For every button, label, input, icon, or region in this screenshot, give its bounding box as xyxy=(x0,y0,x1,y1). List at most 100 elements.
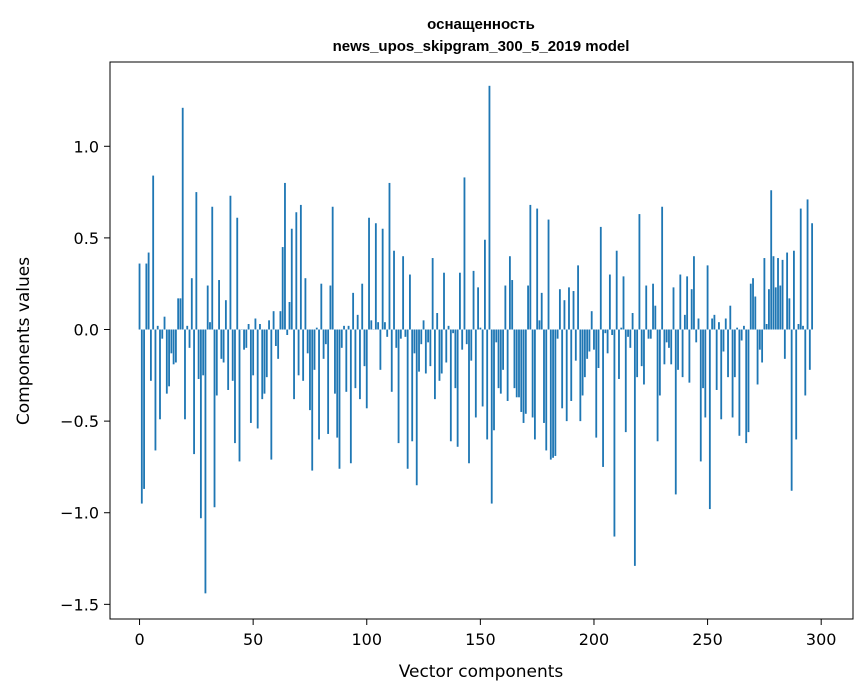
bar-240 xyxy=(683,314,686,330)
bar-6 xyxy=(152,175,155,330)
bar-48 xyxy=(247,324,250,330)
bar-266 xyxy=(743,325,745,330)
bar-247 xyxy=(699,329,702,462)
bar-79 xyxy=(318,329,320,440)
bar-164 xyxy=(511,280,514,330)
bar-260 xyxy=(729,305,732,330)
bar-252 xyxy=(711,318,714,330)
bar-291 xyxy=(799,208,802,330)
bar-120 xyxy=(411,329,414,442)
bar-84 xyxy=(329,285,332,330)
bar-81 xyxy=(322,329,325,359)
bar-102 xyxy=(370,320,373,330)
bar-3 xyxy=(145,263,148,330)
bar-63 xyxy=(281,247,284,330)
bar-145 xyxy=(468,329,470,464)
bar-118 xyxy=(406,329,409,469)
bar-123 xyxy=(418,329,420,372)
bar-155 xyxy=(490,329,493,504)
bar-42 xyxy=(234,329,236,444)
bar-138 xyxy=(452,329,455,334)
bar-88 xyxy=(338,329,341,469)
bar-278 xyxy=(770,190,773,330)
bar-172 xyxy=(529,204,532,330)
bar-38 xyxy=(224,300,227,330)
bar-272 xyxy=(756,329,759,385)
bar-194 xyxy=(579,329,582,422)
bar-158 xyxy=(497,329,500,389)
bar-282 xyxy=(779,285,782,330)
bar-31 xyxy=(209,322,211,330)
bar-129 xyxy=(431,258,434,330)
bar-283 xyxy=(781,259,784,330)
bar-135 xyxy=(445,329,448,363)
x-tick-label: 250 xyxy=(692,630,723,649)
bar-188 xyxy=(565,329,568,422)
y-axis-label: Components values xyxy=(14,257,34,425)
y-ticks: 1.0 0.5 0.0 −0.5 −1.0 −1.5 xyxy=(60,137,110,614)
bar-243 xyxy=(690,289,693,330)
bar-55 xyxy=(263,329,266,394)
bar-264 xyxy=(738,329,741,436)
chart-title-line-1: оснащенность xyxy=(427,16,535,33)
bar-116 xyxy=(402,256,405,330)
bar-109 xyxy=(386,329,389,337)
bar-130 xyxy=(434,329,436,400)
bar-49 xyxy=(249,329,252,423)
bar-25 xyxy=(195,192,198,330)
bar-289 xyxy=(795,329,798,440)
bar-148 xyxy=(474,329,477,418)
bar-21 xyxy=(186,325,189,330)
bar-27 xyxy=(199,329,202,519)
bar-126 xyxy=(424,329,427,374)
bar-234 xyxy=(670,329,673,365)
bar-8 xyxy=(156,325,159,330)
bar-271 xyxy=(754,296,757,330)
bar-276 xyxy=(765,324,768,330)
bar-11 xyxy=(163,316,166,330)
bar-214 xyxy=(624,329,627,433)
bar-242 xyxy=(688,329,691,383)
bar-51 xyxy=(254,318,257,330)
bar-221 xyxy=(640,329,643,367)
bar-67 xyxy=(290,228,293,330)
x-axis-label: Vector components xyxy=(399,662,564,682)
bar-77 xyxy=(313,329,316,370)
bar-26 xyxy=(197,329,200,379)
bar-246 xyxy=(697,318,700,330)
bar-259 xyxy=(727,329,729,378)
bar-69 xyxy=(295,212,298,330)
bar-5 xyxy=(149,329,152,381)
bar-105 xyxy=(377,322,380,330)
bar-144 xyxy=(465,329,468,345)
bar-107 xyxy=(381,228,384,330)
bar-10 xyxy=(161,329,164,339)
bar-140 xyxy=(456,329,459,447)
bar-161 xyxy=(504,285,507,330)
bar-215 xyxy=(627,329,629,337)
bar-39 xyxy=(227,329,230,390)
bar-97 xyxy=(359,329,361,400)
y-tick-label: −0.5 xyxy=(60,412,99,431)
bar-163 xyxy=(508,256,511,330)
bar-277 xyxy=(768,289,770,330)
bar-263 xyxy=(736,327,739,330)
bar-70 xyxy=(297,329,300,376)
bar-201 xyxy=(595,329,598,438)
bar-251 xyxy=(708,329,711,510)
bar-131 xyxy=(436,313,439,330)
bar-90 xyxy=(343,325,345,330)
bar-41 xyxy=(231,329,234,381)
bar-254 xyxy=(715,329,718,390)
bar-219 xyxy=(636,329,639,378)
bar-171 xyxy=(527,285,529,330)
bar-46 xyxy=(243,329,245,350)
bar-218 xyxy=(633,329,636,566)
bar-68 xyxy=(293,329,295,400)
bar-133 xyxy=(440,329,443,374)
bar-287 xyxy=(790,329,793,491)
bar-89 xyxy=(340,329,343,348)
bar-180 xyxy=(547,219,550,330)
bar-273 xyxy=(758,329,761,350)
bar-119 xyxy=(409,274,411,330)
